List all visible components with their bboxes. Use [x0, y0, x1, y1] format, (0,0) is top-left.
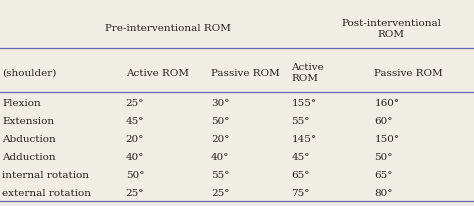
Text: 50°: 50° — [126, 171, 144, 180]
Text: 65°: 65° — [374, 171, 393, 180]
Text: 30°: 30° — [211, 98, 229, 108]
Text: Passive ROM: Passive ROM — [374, 69, 443, 78]
Text: 50°: 50° — [374, 153, 393, 162]
Text: 20°: 20° — [126, 135, 144, 144]
Text: Abduction: Abduction — [2, 135, 56, 144]
Text: 65°: 65° — [292, 171, 310, 180]
Text: 25°: 25° — [126, 189, 144, 198]
Text: Extension: Extension — [2, 117, 55, 126]
Text: 50°: 50° — [211, 117, 229, 126]
Text: 40°: 40° — [211, 153, 229, 162]
Text: internal rotation: internal rotation — [2, 171, 90, 180]
Text: 150°: 150° — [374, 135, 400, 144]
Text: Passive ROM: Passive ROM — [211, 69, 280, 78]
Text: external rotation: external rotation — [2, 189, 91, 198]
Text: 75°: 75° — [292, 189, 310, 198]
Text: (shoulder): (shoulder) — [2, 69, 57, 78]
Text: 55°: 55° — [211, 171, 229, 180]
Text: 40°: 40° — [126, 153, 144, 162]
Text: Active ROM: Active ROM — [126, 69, 189, 78]
Text: Post-interventional
ROM: Post-interventional ROM — [341, 19, 441, 39]
Text: 160°: 160° — [374, 98, 400, 108]
Text: Flexion: Flexion — [2, 98, 41, 108]
Text: Adduction: Adduction — [2, 153, 56, 162]
Text: 45°: 45° — [292, 153, 310, 162]
Text: 45°: 45° — [126, 117, 144, 126]
Text: 155°: 155° — [292, 98, 317, 108]
Text: Pre-interventional ROM: Pre-interventional ROM — [105, 24, 231, 33]
Text: 25°: 25° — [126, 98, 144, 108]
Text: 55°: 55° — [292, 117, 310, 126]
Text: 145°: 145° — [292, 135, 317, 144]
Text: 25°: 25° — [211, 189, 229, 198]
Text: 80°: 80° — [374, 189, 393, 198]
Text: 20°: 20° — [211, 135, 229, 144]
Text: Active
ROM: Active ROM — [292, 63, 324, 83]
Text: 60°: 60° — [374, 117, 393, 126]
